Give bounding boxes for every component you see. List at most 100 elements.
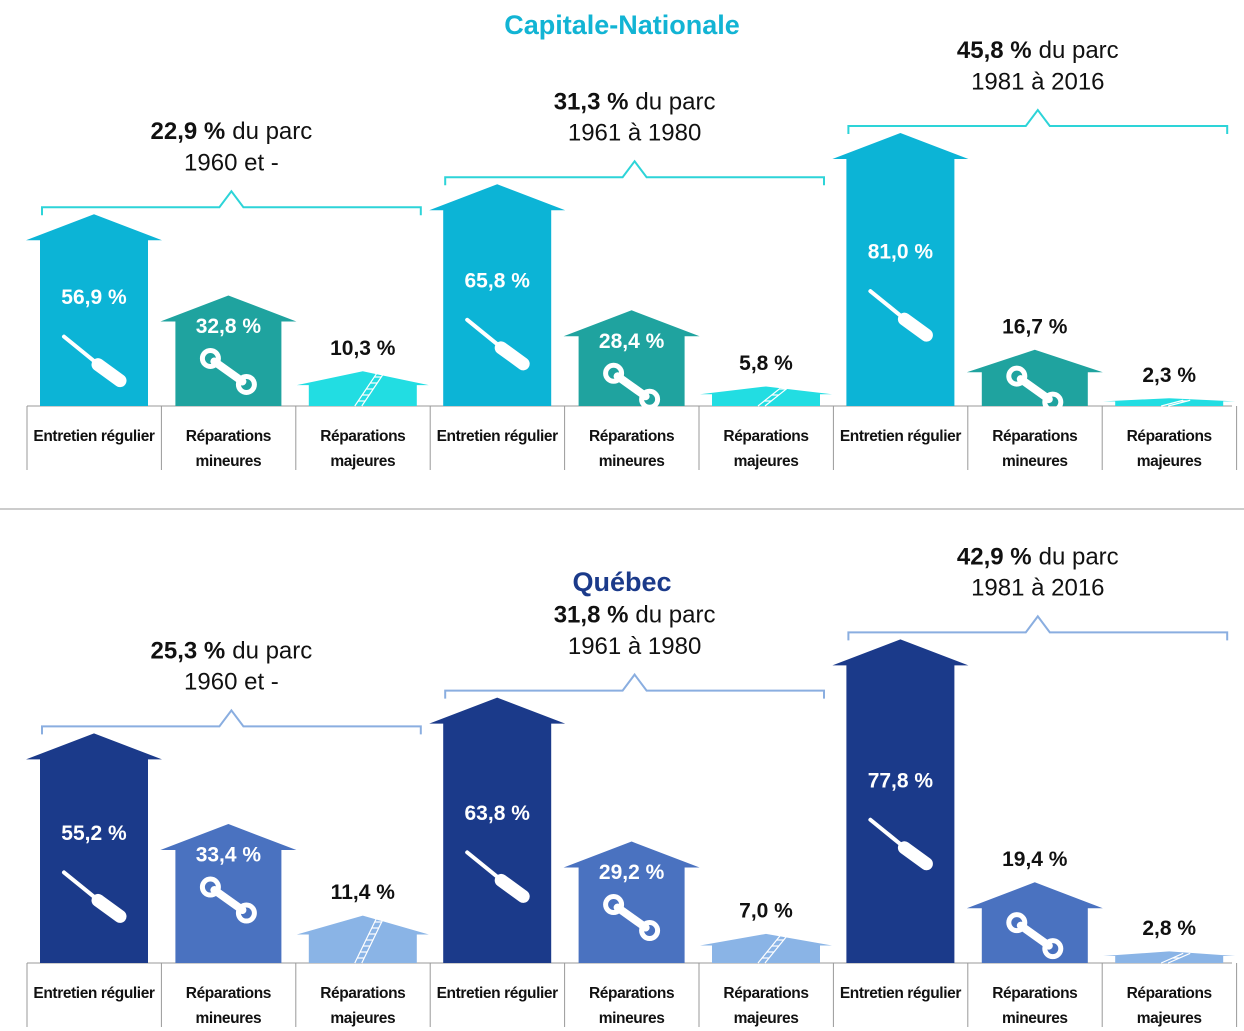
wrench-head [235,373,257,395]
category-label: Réparations mineures [589,985,675,1027]
group-period: 1960 et - [184,150,279,177]
screwdriver-handle [494,873,530,903]
value-label: 28,4 % [599,330,665,353]
house-bar [563,841,700,963]
house-bar [429,184,566,406]
group-bracket [847,108,1229,135]
group-bracket [41,708,422,735]
share-value: 31,3 % [554,89,629,116]
share-value: 45,8 % [957,37,1032,64]
screwdriver-handle [91,358,127,388]
share-text: du parc [635,89,715,116]
wrench-head [199,876,221,898]
ladder-rail [757,935,781,964]
screwdriver-icon [868,289,933,342]
value-label: 56,9 % [61,286,127,309]
wrench-icon [1006,912,1064,960]
house-bar [296,371,429,406]
wrench-shaft [210,357,247,386]
ladder-icon [1161,399,1191,407]
house-bar [160,824,297,963]
group-share: 25,3 % du parc [151,638,313,665]
category-label: Entretien régulier [33,428,155,445]
wrench-head [235,902,257,924]
category-label: Entretien régulier [839,428,962,445]
panel-title: Québec [572,567,671,597]
category-label: Réparations mineures [185,985,272,1027]
group-period: 1960 et - [184,669,279,696]
house-bar [26,214,162,406]
ladder-icon [354,917,385,964]
screwdriver-shaft [868,817,905,848]
house-bar [26,733,162,963]
ladder-rail [1161,399,1184,407]
wrench-head [1006,912,1028,934]
value-label: 29,2 % [599,861,665,884]
house-bar [832,639,969,963]
group-share: 22,9 % du parc [151,119,313,146]
house-bar [1103,398,1236,406]
wrench-shaft [613,372,650,401]
ladder-rail [361,372,385,407]
screwdriver-handle [897,841,933,871]
group-share: 45,8 % du parc [957,37,1119,64]
ladder-rail [354,917,378,964]
share-value: 25,3 % [151,638,226,665]
group-period: 1961 à 1980 [568,633,701,660]
share-text: du parc [232,638,312,665]
screwdriver-shaft [465,317,502,348]
value-label: 81,0 % [868,241,934,264]
category-label: Entretien régulier [436,985,559,1002]
group-bracket [847,614,1229,641]
wrench-icon [603,894,661,942]
wrench-head [603,894,625,916]
wrench-head [199,347,221,369]
share-value: 22,9 % [151,119,226,146]
house-bar [966,882,1103,963]
value-label: 77,8 % [868,769,934,792]
value-label: 32,8 % [196,315,262,338]
panel-title: Capitale-Nationale [504,10,740,40]
house-bar [1103,951,1236,963]
ladder-icon [757,387,788,407]
wrench-shaft [613,903,650,932]
category-label: Réparations mineures [992,985,1078,1027]
screwdriver-icon [62,334,127,388]
screwdriver-shaft [62,870,98,901]
category-label: Réparations majeures [723,985,809,1027]
wrench-icon [199,876,257,924]
wrench-head [603,362,625,384]
house-bar [160,295,297,406]
share-value: 31,8 % [554,602,629,629]
ladder-rail [757,387,781,407]
share-text: du parc [1039,37,1119,64]
wrench-head [1042,391,1064,413]
wrench-shaft [1016,375,1053,404]
share-text: du parc [232,119,312,146]
house-bar [429,697,566,963]
wrench-head [1042,938,1064,960]
screwdriver-handle [897,312,933,342]
share-text: du parc [1039,544,1119,571]
group-share: 31,8 % du parc [554,602,716,629]
group-bracket [444,159,825,186]
value-label: 33,4 % [196,844,262,867]
group-bracket [444,672,825,699]
wrench-head [639,920,661,942]
wrench-head [1006,365,1028,387]
value-label: 16,7 % [1002,315,1068,338]
ladder-rail [1160,952,1184,964]
value-label: 2,3 % [1142,364,1196,387]
category-label: Réparations mineures [992,428,1078,470]
house-bar [296,915,429,963]
category-label: Réparations mineures [589,428,675,470]
screwdriver-icon [62,870,127,923]
house-bar [700,386,832,406]
screwdriver-handle [494,341,530,371]
group-period: 1961 à 1980 [568,120,701,147]
wrench-shaft [1016,921,1053,950]
value-label: 63,8 % [465,802,531,825]
share-value: 42,9 % [957,544,1032,571]
category-label: Entretien régulier [436,428,559,445]
